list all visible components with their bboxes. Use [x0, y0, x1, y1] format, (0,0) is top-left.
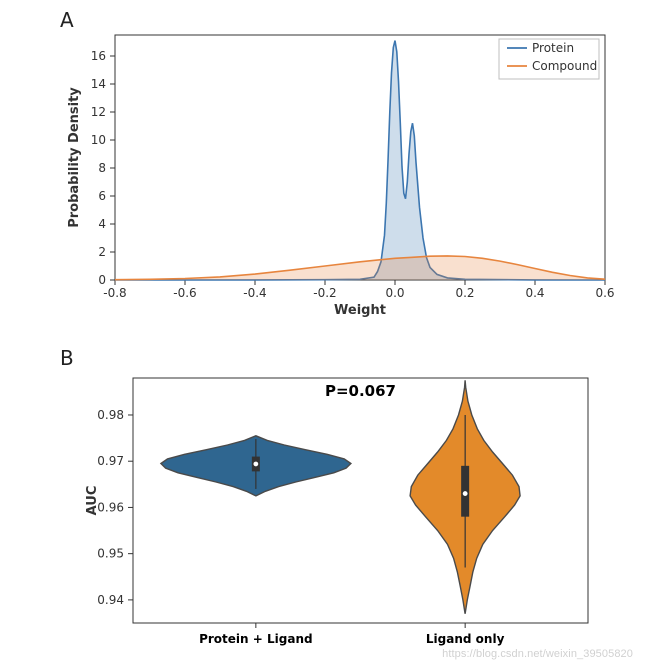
- panel-a-chart: -0.8 -0.6 -0.4 -0.2 0.0 0.2 0.4 0.6 0 2 4 6 8 10 12 14 1…: [60, 20, 620, 320]
- svg-text:0.0: 0.0: [385, 286, 404, 300]
- svg-text:12: 12: [91, 105, 106, 119]
- panel-b-ylabel: AUC: [85, 486, 100, 516]
- svg-text:0.98: 0.98: [97, 408, 124, 422]
- svg-text:10: 10: [91, 133, 106, 147]
- svg-text:4: 4: [98, 217, 106, 231]
- svg-text:0.96: 0.96: [97, 500, 124, 514]
- svg-text:14: 14: [91, 77, 106, 91]
- watermark-text: https://blog.csdn.net/weixin_39505820: [442, 648, 633, 660]
- svg-text:0.94: 0.94: [97, 593, 124, 607]
- svg-text:2: 2: [98, 245, 106, 259]
- svg-text:0.95: 0.95: [97, 547, 124, 561]
- p-value-text: P=0.067: [325, 382, 396, 400]
- panel-b-chart: 0.94 0.95 0.96 0.97 0.98 Protein + Ligand Liga…: [78, 358, 608, 658]
- svg-text:16: 16: [91, 49, 106, 63]
- svg-text:-0.8: -0.8: [103, 286, 126, 300]
- svg-text:-0.2: -0.2: [313, 286, 336, 300]
- median-dot-0: [253, 462, 258, 467]
- svg-text:-0.6: -0.6: [173, 286, 196, 300]
- svg-text:0.97: 0.97: [97, 454, 124, 468]
- legend-label-protein: Protein: [532, 41, 574, 55]
- panel-b-label: B: [60, 346, 74, 370]
- panel-a-ylabel: Probability Density: [67, 87, 82, 228]
- panel-a-xlabel: Weight: [334, 303, 386, 318]
- svg-text:-0.4: -0.4: [243, 286, 266, 300]
- category-label-0: Protein + Ligand: [199, 632, 312, 646]
- svg-text:0.4: 0.4: [525, 286, 544, 300]
- svg-text:0.6: 0.6: [595, 286, 614, 300]
- category-label-1: Ligand only: [426, 632, 505, 646]
- figure-root: A -0.8-0.6-0.4-0.20.00.20.40.60246810121…: [0, 0, 647, 666]
- svg-text:8: 8: [98, 161, 106, 175]
- legend-label-compound: Compound: [532, 59, 597, 73]
- svg-text:0.2: 0.2: [455, 286, 474, 300]
- svg-text:6: 6: [98, 189, 106, 203]
- median-dot-1: [463, 491, 468, 496]
- svg-text:0: 0: [98, 273, 106, 287]
